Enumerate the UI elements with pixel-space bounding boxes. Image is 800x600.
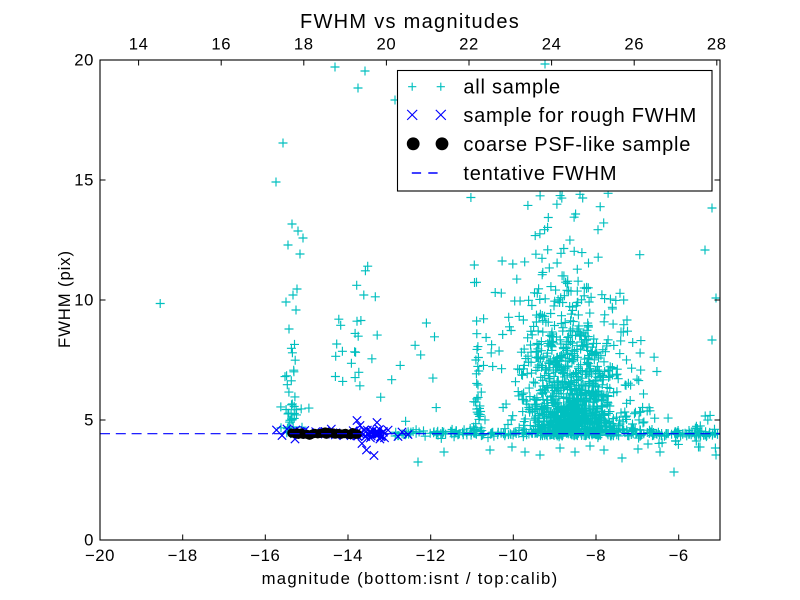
- svg-text:−16: −16: [250, 546, 280, 565]
- svg-text:FWHM (pix): FWHM (pix): [55, 250, 74, 348]
- svg-text:16: 16: [211, 35, 231, 54]
- svg-text:−12: −12: [416, 546, 446, 565]
- svg-text:14: 14: [129, 35, 149, 54]
- svg-text:magnitude (bottom:isnt / top:c: magnitude (bottom:isnt / top:calib): [262, 569, 559, 588]
- svg-text:20: 20: [74, 51, 94, 70]
- svg-text:−10: −10: [498, 546, 528, 565]
- svg-text:all sample: all sample: [463, 77, 561, 99]
- svg-text:28: 28: [707, 35, 727, 54]
- svg-text:18: 18: [294, 35, 314, 54]
- svg-text:26: 26: [624, 35, 644, 54]
- svg-text:22: 22: [459, 35, 479, 54]
- svg-text:tentative FWHM: tentative FWHM: [463, 163, 617, 185]
- svg-text:sample for rough FWHM: sample for rough FWHM: [463, 105, 697, 127]
- svg-text:10: 10: [74, 291, 94, 310]
- svg-text:24: 24: [542, 35, 562, 54]
- svg-text:15: 15: [74, 171, 94, 190]
- svg-text:FWHM vs magnitudes: FWHM vs magnitudes: [300, 11, 520, 33]
- svg-text:20: 20: [377, 35, 397, 54]
- svg-text:0: 0: [84, 531, 94, 550]
- svg-text:−20: −20: [85, 546, 115, 565]
- svg-text:−14: −14: [333, 546, 363, 565]
- svg-text:coarse PSF-like sample: coarse PSF-like sample: [463, 134, 691, 156]
- svg-text:5: 5: [84, 411, 94, 430]
- svg-text:−18: −18: [168, 546, 198, 565]
- svg-text:−6: −6: [669, 546, 689, 565]
- svg-text:−8: −8: [586, 546, 606, 565]
